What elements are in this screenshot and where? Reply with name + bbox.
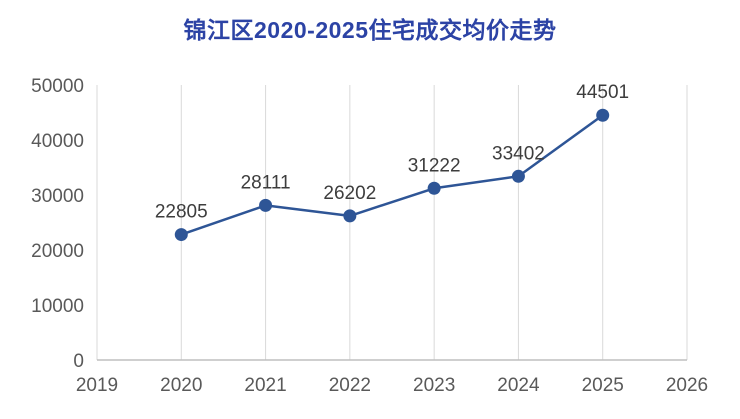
y-tick-label: 40000	[31, 131, 84, 152]
x-tick-label: 2023	[413, 375, 455, 396]
y-tick-label: 50000	[31, 76, 84, 97]
data-point	[174, 228, 188, 242]
chart-title: 锦江区2020-2025住宅成交均价走势	[183, 16, 557, 43]
x-tick-label: 2021	[244, 375, 286, 396]
data-point	[427, 181, 441, 195]
data-point	[511, 169, 525, 183]
y-tick-label: 10000	[31, 296, 84, 317]
x-tick-label: 2022	[329, 375, 371, 396]
price-trend-line-chart: 0 10000 20000 30000 40000 50000 2019 2020 2021 20…	[31, 76, 708, 396]
x-tick-label: 2025	[582, 375, 624, 396]
data-label: 44501	[576, 82, 629, 103]
title-bar: 锦江区2020-2025住宅成交均价走势	[0, 0, 740, 55]
data-point	[596, 108, 610, 122]
y-tick-label: 0	[73, 351, 84, 372]
data-point	[259, 198, 273, 212]
data-label: 26202	[323, 183, 376, 204]
data-point	[343, 209, 357, 223]
y-tick-label: 20000	[31, 241, 84, 262]
x-tick-label: 2026	[666, 375, 708, 396]
data-label: 22805	[155, 202, 208, 223]
data-label: 31222	[408, 155, 461, 176]
data-label: 33402	[492, 143, 545, 164]
data-label: 28111	[241, 172, 291, 193]
x-tick-label: 2019	[76, 375, 118, 396]
x-tick-label: 2020	[160, 375, 202, 396]
x-tick-label: 2024	[497, 375, 540, 396]
y-tick-label: 30000	[31, 186, 84, 207]
price-line	[180, 113, 604, 236]
